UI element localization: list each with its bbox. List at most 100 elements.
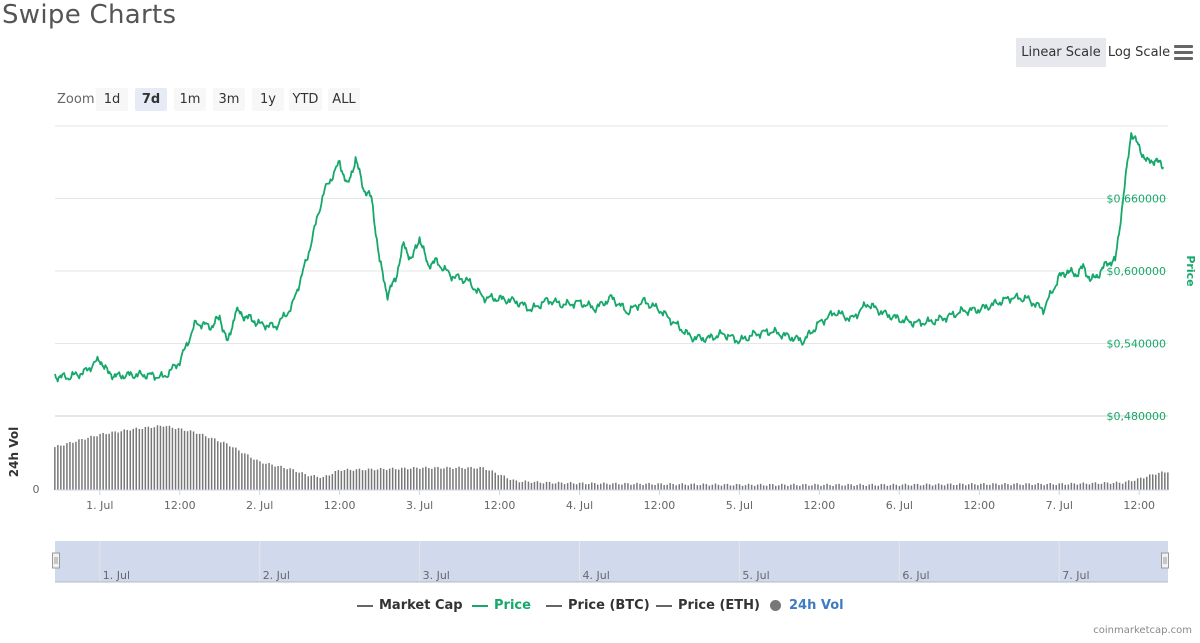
volume-bar bbox=[1121, 483, 1124, 490]
volume-bar bbox=[946, 483, 949, 490]
volume-bar bbox=[301, 472, 303, 490]
x-tick-label: 6. Jul bbox=[886, 499, 913, 512]
volume-bar bbox=[696, 485, 699, 490]
volume-bar bbox=[90, 435, 92, 490]
volume-bar bbox=[183, 430, 186, 490]
legend-item-price[interactable]: Price bbox=[472, 598, 531, 613]
volume-bar bbox=[1046, 484, 1048, 490]
zoom-button-ytd[interactable]: YTD bbox=[289, 88, 322, 111]
volume-bar bbox=[916, 483, 919, 490]
volume-bar bbox=[1143, 478, 1145, 490]
volume-bar bbox=[340, 471, 343, 490]
volume-bar bbox=[307, 476, 309, 490]
volume-bar bbox=[434, 467, 436, 490]
zoom-button-all[interactable]: ALL bbox=[328, 88, 360, 111]
volume-bar bbox=[473, 468, 475, 490]
volume-bar bbox=[425, 466, 427, 490]
volume-bar bbox=[1040, 483, 1042, 490]
hamburger-menu-icon[interactable] bbox=[1174, 45, 1193, 61]
navigator-label: 1. Jul bbox=[103, 569, 130, 582]
volume-bar bbox=[720, 485, 723, 490]
volume-bar bbox=[735, 483, 738, 490]
volume-bar bbox=[962, 483, 964, 490]
volume-bar bbox=[639, 483, 641, 490]
volume-bar bbox=[1016, 483, 1018, 490]
volume-bar bbox=[781, 483, 783, 490]
volume-bar bbox=[319, 478, 321, 490]
credits-link[interactable]: coinmarketcap.com bbox=[1093, 625, 1192, 636]
x-tick-label: 1. Jul bbox=[86, 499, 113, 512]
volume-bar bbox=[352, 470, 355, 490]
volume-bar bbox=[72, 442, 74, 490]
x-tick-label: 12:00 bbox=[484, 499, 516, 512]
zoom-button-1y[interactable]: 1y bbox=[252, 88, 284, 111]
volume-bar bbox=[361, 470, 364, 490]
volume-bar bbox=[868, 484, 870, 490]
volume-bar bbox=[419, 468, 421, 490]
volume-bar bbox=[265, 463, 267, 490]
volume-bar bbox=[407, 469, 409, 490]
volume-bar bbox=[391, 467, 394, 490]
volume-bar bbox=[304, 474, 306, 490]
price-tick-label: $0,540000 bbox=[1107, 338, 1167, 351]
volume-bar bbox=[594, 483, 596, 490]
volume-bar bbox=[820, 485, 822, 490]
volume-bar bbox=[690, 483, 692, 490]
legend-item-price-eth[interactable]: Price (ETH) bbox=[656, 598, 760, 613]
volume-bar bbox=[666, 484, 668, 490]
volume-bar bbox=[588, 484, 590, 490]
linear-scale-button[interactable]: Linear Scale bbox=[1016, 38, 1106, 67]
volume-bar bbox=[214, 438, 216, 490]
volume-bar bbox=[87, 437, 89, 490]
legend-item-24h-vol[interactable]: 24h Vol bbox=[770, 598, 844, 613]
volume-bar bbox=[633, 484, 635, 490]
volume-bar bbox=[150, 428, 153, 490]
volume-bar bbox=[78, 439, 80, 490]
log-scale-button[interactable]: Log Scale bbox=[1107, 45, 1171, 60]
legend-item-market-cap[interactable]: Market Cap bbox=[357, 598, 463, 613]
volume-bar bbox=[949, 483, 952, 490]
zoom-button-3m[interactable]: 3m bbox=[213, 88, 245, 111]
volume-bar bbox=[648, 482, 650, 490]
volume-bar bbox=[717, 484, 720, 490]
volume-bar bbox=[919, 485, 922, 490]
volume-bar bbox=[1058, 483, 1060, 490]
x-tick-label: 12:00 bbox=[1123, 499, 1155, 512]
volume-bar bbox=[895, 484, 898, 490]
volume-bar bbox=[1130, 481, 1133, 490]
navigator-label: 5. Jul bbox=[742, 569, 769, 582]
volume-bar bbox=[1094, 482, 1097, 490]
volume-bar bbox=[762, 485, 765, 490]
zoom-button-1d[interactable]: 1d bbox=[96, 88, 128, 111]
volume-bar bbox=[741, 485, 744, 490]
volume-bar bbox=[455, 467, 457, 490]
volume-bar bbox=[485, 470, 487, 490]
navigator-handle-left[interactable] bbox=[52, 552, 60, 569]
zoom-button-1m[interactable]: 1m bbox=[174, 88, 206, 111]
volume-bar bbox=[657, 483, 659, 490]
volume-bar bbox=[557, 481, 560, 490]
volume-bar bbox=[331, 474, 334, 490]
volume-bar bbox=[226, 443, 228, 490]
navigator-label: 3. Jul bbox=[423, 569, 450, 582]
volume-bar bbox=[992, 483, 994, 490]
volume-bar bbox=[207, 438, 210, 490]
volume-bar bbox=[66, 443, 68, 490]
x-tick-label: 12:00 bbox=[644, 499, 676, 512]
volume-bar bbox=[398, 469, 400, 490]
navigator-handle-right[interactable] bbox=[1161, 552, 1169, 569]
volume-bar bbox=[753, 485, 756, 490]
volume-bar bbox=[856, 485, 858, 490]
volume-bar bbox=[974, 484, 976, 490]
volume-bar bbox=[687, 485, 689, 490]
zoom-button-7d[interactable]: 7d bbox=[135, 88, 167, 111]
volume-bar bbox=[292, 469, 294, 490]
volume-bar bbox=[708, 485, 711, 490]
chart-grid bbox=[55, 125, 1168, 344]
legend-item-price-btc[interactable]: Price (BTC) bbox=[546, 598, 650, 613]
volume-bar bbox=[578, 482, 581, 490]
volume-bar bbox=[636, 482, 638, 490]
x-tick-label: 3. Jul bbox=[406, 499, 433, 512]
volume-bar bbox=[892, 483, 895, 490]
